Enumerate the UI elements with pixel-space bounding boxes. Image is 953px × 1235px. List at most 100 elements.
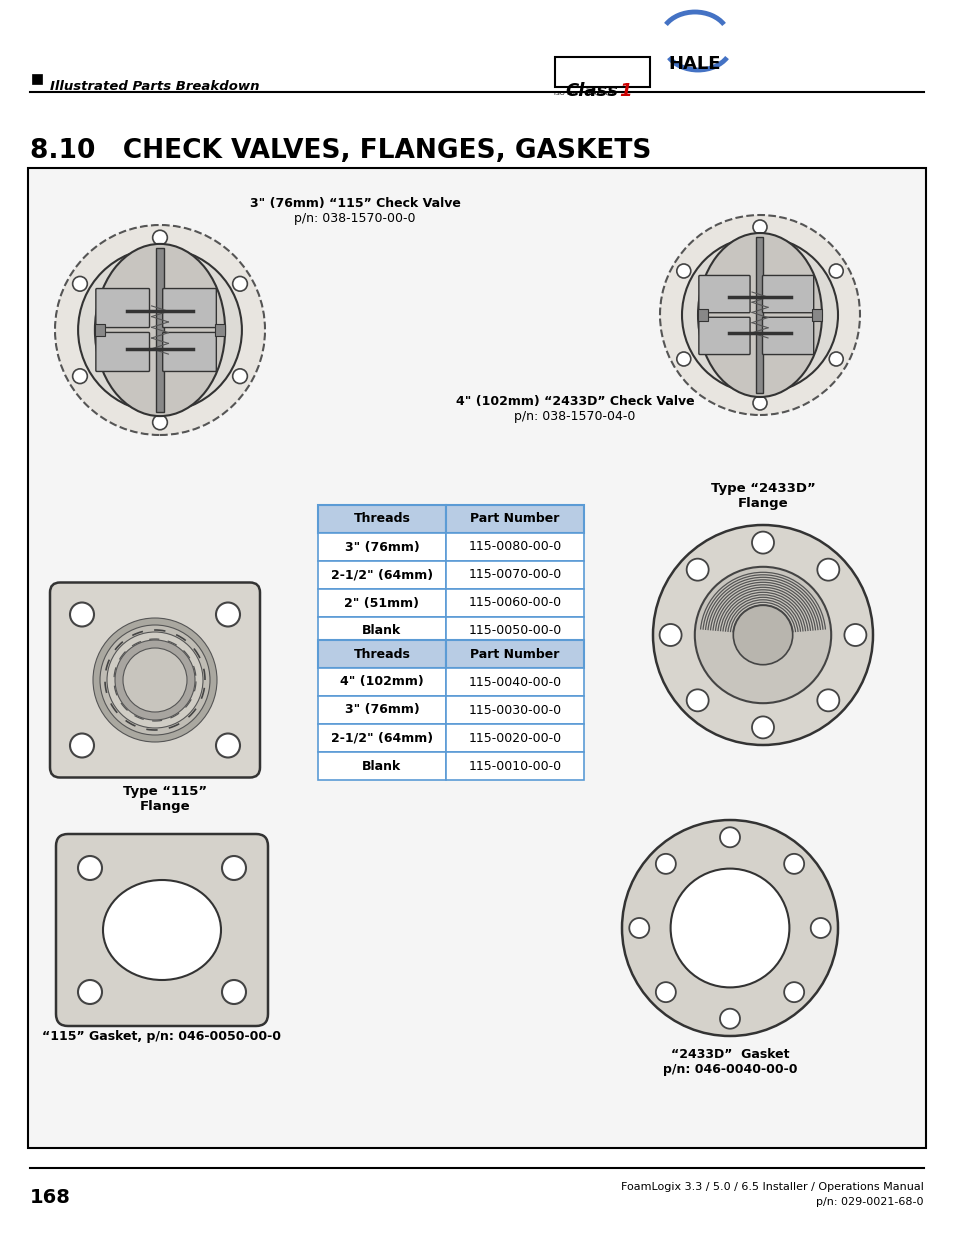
Bar — [446, 618, 583, 645]
Circle shape — [152, 230, 167, 245]
Circle shape — [810, 918, 830, 939]
Text: p/n: 038-1570-00-0: p/n: 038-1570-00-0 — [294, 212, 416, 225]
Circle shape — [70, 603, 94, 626]
Circle shape — [115, 640, 194, 720]
Circle shape — [670, 868, 788, 988]
Circle shape — [72, 277, 88, 291]
Circle shape — [78, 248, 242, 412]
Bar — [317, 668, 446, 697]
Circle shape — [629, 918, 649, 939]
Circle shape — [70, 734, 94, 757]
Circle shape — [655, 982, 675, 1002]
Text: Part Number: Part Number — [470, 647, 559, 661]
Bar — [317, 534, 446, 561]
Text: 115-0080-00-0: 115-0080-00-0 — [468, 541, 561, 553]
Circle shape — [78, 856, 102, 881]
Circle shape — [751, 531, 773, 553]
Bar — [446, 724, 583, 752]
Circle shape — [123, 648, 187, 713]
Circle shape — [233, 277, 247, 291]
Text: 115-0010-00-0: 115-0010-00-0 — [468, 760, 561, 773]
Bar — [317, 589, 446, 618]
Bar — [446, 752, 583, 781]
Text: 2-1/2" (64mm): 2-1/2" (64mm) — [331, 568, 433, 582]
Text: 115-0070-00-0: 115-0070-00-0 — [468, 568, 561, 582]
Bar — [756, 237, 762, 393]
Bar — [811, 309, 821, 321]
Text: Type “2433D”
Flange: Type “2433D” Flange — [710, 482, 815, 510]
FancyBboxPatch shape — [95, 289, 150, 327]
Text: 1: 1 — [618, 82, 631, 100]
Circle shape — [659, 624, 680, 646]
Text: p/n: 029-0021-68-0: p/n: 029-0021-68-0 — [816, 1197, 923, 1207]
Circle shape — [222, 856, 246, 881]
Ellipse shape — [94, 243, 225, 416]
Circle shape — [655, 853, 675, 874]
Text: HALE: HALE — [668, 56, 720, 73]
Text: FoamLogix 3.3 / 5.0 / 6.5 Installer / Operations Manual: FoamLogix 3.3 / 5.0 / 6.5 Installer / Op… — [620, 1182, 923, 1192]
Circle shape — [55, 225, 265, 435]
Text: 115-0060-00-0: 115-0060-00-0 — [468, 597, 561, 610]
Bar — [446, 505, 583, 534]
Circle shape — [215, 603, 240, 626]
Bar — [317, 618, 446, 645]
FancyBboxPatch shape — [163, 289, 216, 327]
Circle shape — [817, 558, 839, 580]
Bar — [317, 505, 446, 534]
Bar — [446, 640, 583, 668]
Circle shape — [694, 567, 830, 703]
Circle shape — [659, 215, 859, 415]
Circle shape — [681, 237, 837, 393]
Bar — [94, 324, 105, 336]
Text: 3" (76mm): 3" (76mm) — [344, 541, 419, 553]
Circle shape — [676, 264, 690, 278]
Bar — [446, 668, 583, 697]
Text: Blank: Blank — [362, 760, 401, 773]
Text: 115-0040-00-0: 115-0040-00-0 — [468, 676, 561, 688]
Bar — [317, 640, 446, 668]
Text: 2-1/2" (64mm): 2-1/2" (64mm) — [331, 731, 433, 745]
Bar — [446, 589, 583, 618]
Circle shape — [100, 625, 210, 735]
Circle shape — [652, 525, 872, 745]
Circle shape — [72, 369, 88, 384]
Bar — [317, 697, 446, 724]
FancyBboxPatch shape — [761, 275, 813, 312]
Circle shape — [107, 632, 203, 727]
Circle shape — [752, 220, 766, 233]
Bar — [698, 309, 707, 321]
Text: 115-0050-00-0: 115-0050-00-0 — [468, 625, 561, 637]
Circle shape — [828, 352, 842, 366]
Ellipse shape — [103, 881, 221, 981]
Text: “115” Gasket, p/n: 046-0050-00-0: “115” Gasket, p/n: 046-0050-00-0 — [43, 1030, 281, 1044]
Bar — [28, 168, 925, 1149]
Text: 8.10   CHECK VALVES, FLANGES, GASKETS: 8.10 CHECK VALVES, FLANGES, GASKETS — [30, 138, 651, 164]
Circle shape — [676, 352, 690, 366]
Circle shape — [752, 396, 766, 410]
FancyBboxPatch shape — [56, 834, 268, 1026]
Circle shape — [686, 558, 708, 580]
Text: 3" (76mm): 3" (76mm) — [344, 704, 419, 716]
Text: 3" (76mm) “115” Check Valve: 3" (76mm) “115” Check Valve — [250, 198, 460, 210]
Circle shape — [751, 716, 773, 739]
Circle shape — [92, 618, 216, 742]
Bar — [32, 74, 42, 84]
FancyBboxPatch shape — [50, 583, 260, 778]
Text: Threads: Threads — [354, 513, 410, 526]
FancyBboxPatch shape — [163, 332, 216, 372]
FancyBboxPatch shape — [761, 317, 813, 354]
Bar — [214, 324, 225, 336]
FancyBboxPatch shape — [95, 332, 150, 372]
Bar — [317, 752, 446, 781]
Bar — [156, 248, 164, 411]
Text: Part Number: Part Number — [470, 513, 559, 526]
Text: 115-0020-00-0: 115-0020-00-0 — [468, 731, 561, 745]
Circle shape — [233, 369, 247, 384]
Text: ISO 9001 CERTIFIED: ISO 9001 CERTIFIED — [554, 91, 616, 96]
FancyBboxPatch shape — [699, 275, 749, 312]
Text: 2" (51mm): 2" (51mm) — [344, 597, 419, 610]
Bar — [317, 561, 446, 589]
Circle shape — [78, 981, 102, 1004]
Circle shape — [783, 853, 803, 874]
Bar — [446, 534, 583, 561]
